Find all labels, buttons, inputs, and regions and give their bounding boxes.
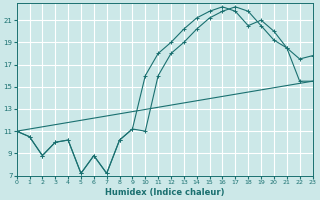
X-axis label: Humidex (Indice chaleur): Humidex (Indice chaleur) xyxy=(105,188,224,197)
